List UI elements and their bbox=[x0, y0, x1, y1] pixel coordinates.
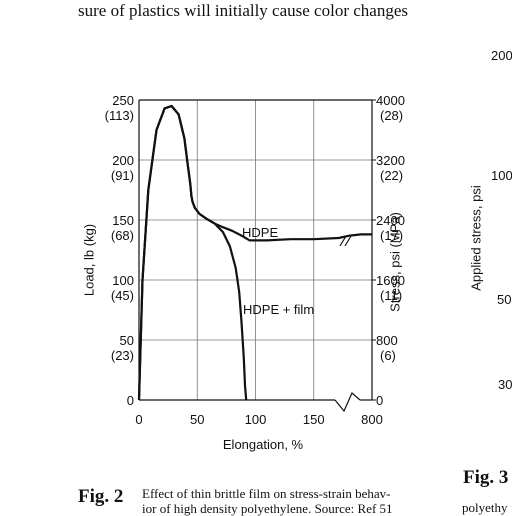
left-tick-kg: (91) bbox=[111, 168, 134, 183]
left-tick-kg: (23) bbox=[111, 348, 134, 363]
left-tick-kg: (45) bbox=[111, 288, 134, 303]
left-tick-label-50: 50 (23) bbox=[111, 333, 134, 363]
chart-frame bbox=[139, 100, 376, 411]
left-tick-lb: 100 bbox=[111, 273, 134, 288]
left-tick-kg: (113) bbox=[105, 108, 134, 123]
right-tick-psi: 800 bbox=[376, 333, 398, 348]
x-tick-label-150: 150 bbox=[294, 412, 334, 427]
chart-grid bbox=[139, 100, 372, 400]
x-tick-label-800: 800 bbox=[352, 412, 392, 427]
hdpe-curve-label: HDPE bbox=[242, 225, 278, 240]
left-tick-label-100: 100 (45) bbox=[111, 273, 134, 303]
fig3-ylabel: Applied stress, psi bbox=[469, 185, 484, 291]
left-tick-label-250: 250 (113) bbox=[105, 93, 134, 123]
right-axis-label: Stress, psi (MPa) bbox=[388, 212, 403, 312]
x-tick-label-50: 50 bbox=[177, 412, 217, 427]
left-tick-label-0: 0 bbox=[127, 393, 134, 408]
fig2-label: Fig. 2 bbox=[78, 486, 123, 508]
right-tick-psi: 3200 bbox=[376, 153, 405, 168]
left-tick-lb: 250 bbox=[105, 93, 134, 108]
right-tick-mpa: (22) bbox=[380, 168, 405, 183]
left-tick-lb: 0 bbox=[127, 393, 134, 408]
right-tick-label-0: 0 bbox=[376, 393, 383, 408]
fig3-label: Fig. 3 bbox=[463, 467, 508, 489]
x-tick-label-0: 0 bbox=[119, 412, 159, 427]
x-tick-label-100: 100 bbox=[236, 412, 276, 427]
series-hdpe-film-line bbox=[139, 106, 246, 400]
left-tick-kg: (68) bbox=[111, 228, 134, 243]
left-tick-lb: 200 bbox=[111, 153, 134, 168]
right-tick-label-3200: 3200 (22) bbox=[376, 153, 405, 183]
left-tick-lb: 50 bbox=[111, 333, 134, 348]
x-axis-label: Elongation, % bbox=[223, 437, 303, 452]
left-tick-label-200: 200 (91) bbox=[111, 153, 134, 183]
fig3-caption-fragment: polyethy bbox=[462, 500, 512, 515]
fig2-caption-line1: Effect of thin brittle film on stress-st… bbox=[142, 486, 440, 501]
right-tick-mpa: (6) bbox=[380, 348, 398, 363]
hdpe-film-curve-label: HDPE + film bbox=[243, 302, 314, 317]
fig3-tick-100: 100 bbox=[491, 168, 512, 183]
right-tick-psi: 4000 bbox=[376, 93, 405, 108]
right-tick-mpa: (28) bbox=[380, 108, 405, 123]
right-tick-label-800: 800 (6) bbox=[376, 333, 398, 363]
left-tick-label-150: 150 (68) bbox=[111, 213, 134, 243]
left-axis-label: Load, lb (kg) bbox=[82, 224, 97, 296]
right-tick-psi: 0 bbox=[376, 393, 383, 408]
fig3-tick-50: 50 bbox=[497, 292, 511, 307]
x-axis-break-mark bbox=[335, 393, 360, 411]
right-tick-label-4000: 4000 (28) bbox=[376, 93, 405, 123]
fig3-tick-30: 30 bbox=[498, 377, 512, 392]
left-tick-lb: 150 bbox=[111, 213, 134, 228]
fig3-tick-200: 200 bbox=[491, 48, 512, 63]
fig2-caption-line2: ior of high density polyethylene. Source… bbox=[142, 501, 440, 516]
